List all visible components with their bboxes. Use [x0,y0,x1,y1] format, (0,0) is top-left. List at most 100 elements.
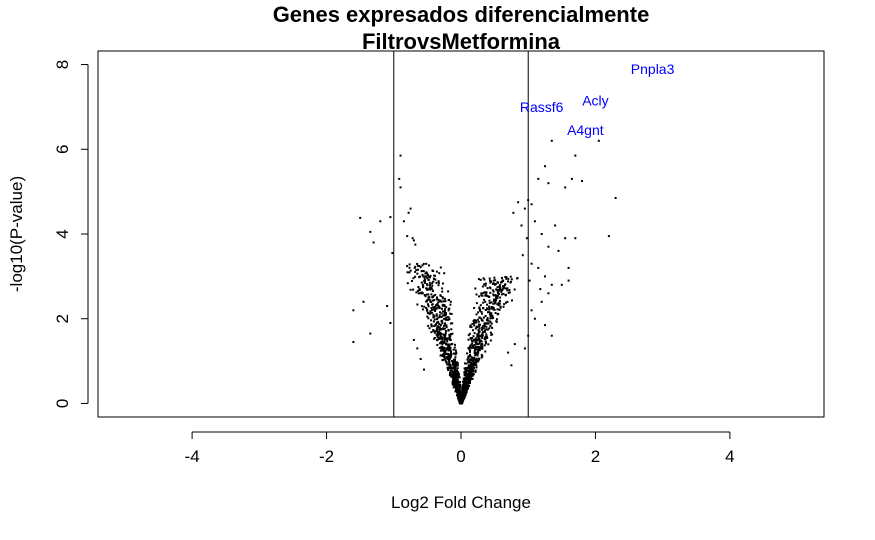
chart-title: Genes expresados diferencialmente [273,2,650,27]
data-point [470,364,473,366]
data-point [465,371,467,374]
data-point [431,296,434,299]
data-point [443,340,446,343]
data-point [417,286,420,288]
data-point [429,310,432,313]
data-point [499,300,501,303]
data-point [412,277,415,280]
data-point [459,392,462,395]
data-point [463,387,466,390]
data-point [449,355,452,358]
data-point [429,274,432,277]
data-point [487,311,489,314]
data-point [433,315,436,318]
data-point [386,305,389,307]
data-point [451,374,454,377]
data-point [447,357,450,360]
data-point [477,334,480,337]
data-point [441,322,444,325]
data-point [513,288,516,291]
data-point [443,346,446,349]
data-point [463,371,466,374]
data-point [454,363,457,366]
data-point [436,335,439,338]
data-point [456,373,459,376]
data-point [523,347,526,350]
data-point [446,316,449,319]
data-point [416,262,419,265]
data-point [540,233,543,235]
data-point [477,320,480,323]
data-point [570,177,573,180]
data-point [441,338,444,341]
data-point [468,360,471,363]
data-point [459,402,462,405]
data-point [521,254,524,257]
data-point [477,348,480,350]
data-point [508,289,511,292]
data-point [479,347,482,350]
data-point [485,333,488,336]
data-point [464,367,467,370]
gene-label: Acly [582,93,608,109]
data-point [483,322,486,325]
data-point [454,372,456,375]
data-point [440,316,443,318]
data-point [493,308,496,311]
data-point [475,319,477,322]
data-point [485,293,488,296]
data-point [442,358,445,361]
data-point [438,328,441,331]
data-point [481,334,483,336]
data-point [417,292,420,295]
data-point [461,401,464,404]
data-point [489,331,492,334]
data-point [544,165,546,168]
data-point [537,266,540,269]
data-point [457,384,460,387]
data-point [490,301,493,304]
data-point [422,270,425,272]
data-point [484,291,487,294]
x-tick-label: 4 [725,447,734,466]
data-point [510,278,513,281]
data-point [501,276,503,279]
data-point [464,362,466,365]
data-point [478,316,481,319]
data-point [492,279,495,282]
data-point [447,309,450,312]
data-point [469,324,472,327]
data-point [466,375,469,378]
data-point [451,342,454,345]
data-point [503,286,506,289]
data-point [520,224,523,227]
data-point [449,334,452,337]
data-point [492,298,495,301]
data-point [433,299,435,302]
data-point [464,393,467,396]
data-point [473,321,476,324]
data-point [470,326,473,329]
data-point [426,283,428,286]
data-point [460,397,463,400]
data-point [430,325,433,328]
data-point [423,294,426,296]
data-point [494,279,497,282]
data-point [456,369,458,372]
data-point [443,312,446,315]
data-point [504,293,507,296]
data-point [436,304,439,307]
data-point [453,375,456,378]
data-point [438,314,441,317]
data-point [425,309,428,312]
data-point [469,382,471,384]
data-point [416,303,419,306]
data-point [498,285,501,288]
data-point [434,274,436,277]
data-point [455,386,458,389]
data-point [423,368,425,371]
data-point [420,305,423,308]
data-point [427,278,430,281]
data-point [458,376,461,379]
data-point [443,336,446,339]
